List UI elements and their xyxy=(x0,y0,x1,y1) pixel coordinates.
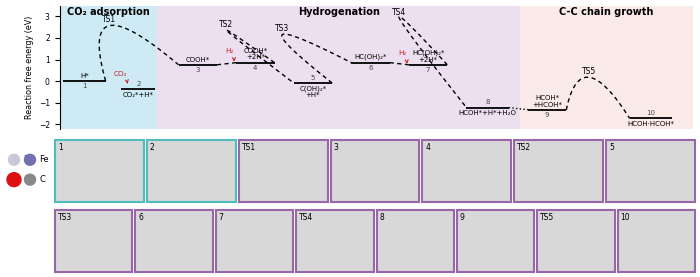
Text: C: C xyxy=(39,175,45,184)
Bar xyxy=(239,140,328,201)
Bar xyxy=(147,140,236,201)
Text: H*: H* xyxy=(80,73,89,79)
Bar xyxy=(60,6,158,129)
Bar xyxy=(296,211,374,272)
Text: 1: 1 xyxy=(58,143,63,152)
Text: CO₂ adsorption: CO₂ adsorption xyxy=(67,7,150,17)
Text: TS3: TS3 xyxy=(275,24,289,33)
Text: TS5: TS5 xyxy=(582,67,596,76)
Text: 2: 2 xyxy=(150,143,155,152)
Text: C(OH)₂*
+H*: C(OH)₂* +H* xyxy=(300,85,326,98)
Bar xyxy=(55,140,144,201)
Text: HCOH*+H*+H₂O: HCOH*+H*+H₂O xyxy=(458,110,517,116)
Bar xyxy=(135,211,213,272)
Circle shape xyxy=(7,173,21,187)
Text: 6: 6 xyxy=(139,213,143,222)
Circle shape xyxy=(8,154,20,165)
Text: TS3: TS3 xyxy=(58,213,72,222)
Text: TS2: TS2 xyxy=(517,143,531,152)
Text: C-C chain growth: C-C chain growth xyxy=(559,7,654,17)
Text: 1: 1 xyxy=(82,83,87,89)
Bar xyxy=(422,140,511,201)
Text: 7: 7 xyxy=(426,67,430,73)
Text: 2: 2 xyxy=(136,81,141,87)
Text: 8: 8 xyxy=(485,99,490,106)
Text: HC(OH)₂*
+2H*: HC(OH)₂* +2H* xyxy=(412,50,444,63)
Text: CO₂*+H*: CO₂*+H* xyxy=(122,92,153,98)
Text: O: O xyxy=(23,175,29,184)
Text: CO₂: CO₂ xyxy=(113,71,128,83)
Bar xyxy=(216,211,293,272)
Bar xyxy=(330,140,419,201)
Text: H: H xyxy=(23,155,29,164)
Text: COOH*
+2H*: COOH* +2H* xyxy=(243,48,267,60)
Text: 8: 8 xyxy=(379,213,384,222)
Bar xyxy=(377,211,454,272)
Bar xyxy=(606,140,695,201)
Text: 4: 4 xyxy=(426,143,430,152)
Text: 10: 10 xyxy=(621,213,630,222)
Text: TS5: TS5 xyxy=(540,213,554,222)
Text: TS1: TS1 xyxy=(102,15,116,24)
Text: 3: 3 xyxy=(334,143,338,152)
Text: COOH*: COOH* xyxy=(186,57,210,63)
Text: TS1: TS1 xyxy=(241,143,255,152)
Text: 5: 5 xyxy=(311,75,315,81)
Text: 5: 5 xyxy=(609,143,614,152)
Text: H₂: H₂ xyxy=(225,48,235,61)
Text: H₂: H₂ xyxy=(398,50,408,63)
Text: HCOH·HCOH*: HCOH·HCOH* xyxy=(627,120,674,127)
Text: 10: 10 xyxy=(646,110,655,116)
Bar xyxy=(520,6,693,129)
Text: TS4: TS4 xyxy=(392,7,407,17)
Text: 7: 7 xyxy=(218,213,223,222)
Text: 4: 4 xyxy=(253,65,258,71)
Text: HC(OH)₂*: HC(OH)₂* xyxy=(354,54,386,60)
Text: TS2: TS2 xyxy=(220,20,234,29)
Bar xyxy=(457,211,534,272)
Text: Hydrogenation: Hydrogenation xyxy=(298,7,380,17)
Circle shape xyxy=(25,154,36,165)
Text: HCOH*
+HCOH*: HCOH* +HCOH* xyxy=(532,95,562,107)
Text: 9: 9 xyxy=(545,112,550,118)
Y-axis label: Reaction free energy (eV): Reaction free energy (eV) xyxy=(25,16,34,119)
Text: 3: 3 xyxy=(195,67,200,73)
Text: 6: 6 xyxy=(368,65,372,71)
Bar xyxy=(158,6,520,129)
Text: TS4: TS4 xyxy=(299,213,314,222)
Text: Fe: Fe xyxy=(39,155,48,164)
Text: 9: 9 xyxy=(460,213,465,222)
Bar xyxy=(514,140,603,201)
Circle shape xyxy=(25,174,36,185)
Bar xyxy=(55,211,132,272)
Bar xyxy=(538,211,615,272)
Bar xyxy=(617,211,695,272)
